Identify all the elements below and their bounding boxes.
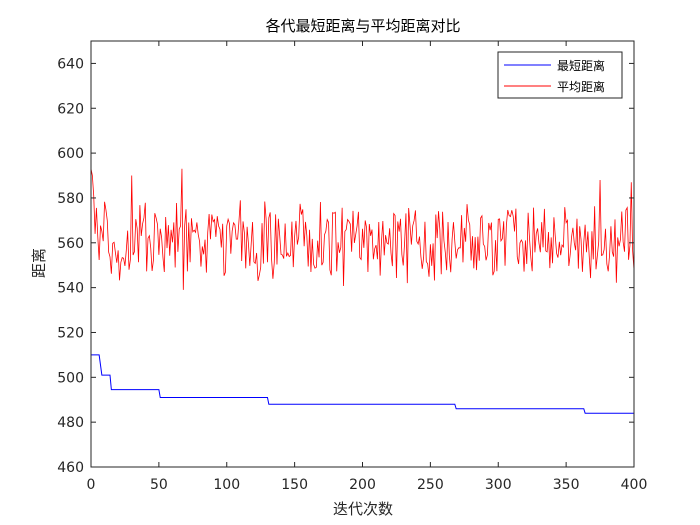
- legend-label-shortest: 最短距离: [557, 58, 605, 73]
- y-tick-label: 480: [57, 415, 84, 431]
- series-line-average: [90, 168, 635, 290]
- x-tick-label: 300: [485, 477, 512, 493]
- series-line-shortest: [91, 354, 634, 414]
- y-axis-ticks: 460 480 500 520 540 560 580 600 620 640: [57, 56, 634, 476]
- legend: 最短距离 平均距离: [497, 51, 623, 99]
- legend-box: [497, 51, 623, 99]
- x-tick-label: 350: [553, 477, 580, 493]
- legend-label-average: 平均距离: [557, 79, 605, 94]
- y-tick-label: 580: [57, 191, 84, 207]
- x-tick-label: 250: [417, 477, 444, 493]
- x-tick-label: 50: [150, 477, 168, 493]
- y-tick-label: 560: [57, 236, 84, 252]
- y-tick-label: 520: [57, 325, 84, 341]
- x-tick-label: 100: [213, 477, 240, 493]
- x-tick-label: 400: [621, 477, 648, 493]
- y-tick-label: 460: [57, 460, 84, 476]
- chart-title: 各代最短距离与平均距离对比: [265, 17, 460, 35]
- y-tick-label: 540: [57, 281, 84, 297]
- x-axis-label: 迭代次数: [333, 500, 393, 518]
- plot-area: [91, 41, 634, 467]
- series-layer: [90, 168, 635, 414]
- x-tick-label: 200: [349, 477, 376, 493]
- x-axis-ticks: 0 50 100 150 200 250 300 350 400: [87, 41, 648, 493]
- y-tick-label: 620: [57, 101, 84, 117]
- y-tick-label: 600: [57, 146, 84, 162]
- y-axis-label: 距离: [30, 248, 48, 278]
- x-tick-label: 0: [87, 477, 96, 493]
- y-tick-label: 500: [57, 370, 84, 386]
- x-tick-label: 150: [281, 477, 308, 493]
- y-tick-label: 640: [57, 56, 84, 72]
